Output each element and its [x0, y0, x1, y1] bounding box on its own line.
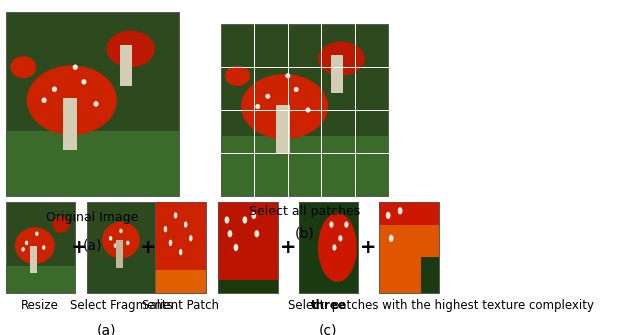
Ellipse shape: [52, 216, 70, 233]
Ellipse shape: [388, 234, 394, 242]
Bar: [156, 270, 206, 293]
Ellipse shape: [35, 231, 38, 236]
Bar: [221, 24, 388, 196]
Ellipse shape: [109, 236, 113, 241]
Ellipse shape: [225, 216, 229, 224]
Ellipse shape: [332, 244, 337, 251]
Bar: [120, 45, 132, 85]
Ellipse shape: [184, 221, 188, 228]
Ellipse shape: [169, 240, 172, 246]
Ellipse shape: [25, 241, 28, 245]
Bar: [380, 202, 439, 293]
Ellipse shape: [228, 230, 232, 238]
Ellipse shape: [234, 244, 238, 251]
Bar: [276, 105, 289, 153]
Ellipse shape: [318, 213, 357, 282]
Bar: [218, 202, 278, 293]
Text: (a): (a): [96, 324, 116, 335]
Bar: [221, 24, 388, 196]
Bar: [116, 240, 123, 268]
Ellipse shape: [10, 56, 36, 78]
Ellipse shape: [42, 245, 45, 250]
Bar: [299, 202, 358, 293]
Bar: [30, 246, 37, 273]
Ellipse shape: [93, 101, 99, 107]
Bar: [299, 202, 358, 293]
Bar: [380, 202, 439, 293]
Text: Resize: Resize: [21, 299, 60, 313]
Bar: [6, 12, 179, 196]
Ellipse shape: [189, 235, 193, 242]
Bar: [156, 202, 206, 293]
Bar: [6, 202, 75, 293]
Ellipse shape: [64, 105, 69, 110]
Ellipse shape: [73, 64, 78, 70]
Text: Salient Patch: Salient Patch: [142, 299, 219, 313]
Bar: [221, 136, 388, 196]
Ellipse shape: [318, 42, 365, 76]
Bar: [218, 202, 278, 293]
Ellipse shape: [285, 73, 291, 78]
Ellipse shape: [27, 65, 117, 135]
Text: patches with the highest texture complexity: patches with the highest texture complex…: [328, 299, 595, 313]
Text: +: +: [280, 238, 296, 257]
Bar: [86, 202, 156, 293]
Text: Original Image: Original Image: [46, 211, 139, 224]
Ellipse shape: [106, 30, 155, 67]
Ellipse shape: [225, 66, 250, 86]
Ellipse shape: [81, 79, 86, 85]
Ellipse shape: [119, 229, 123, 233]
Bar: [6, 131, 179, 196]
Text: three: three: [310, 299, 346, 313]
Ellipse shape: [339, 235, 342, 242]
Ellipse shape: [114, 243, 117, 248]
Ellipse shape: [255, 104, 260, 109]
Ellipse shape: [252, 212, 256, 219]
Ellipse shape: [42, 97, 47, 103]
Ellipse shape: [52, 86, 57, 92]
Ellipse shape: [277, 111, 282, 116]
Bar: [6, 266, 75, 293]
Ellipse shape: [305, 108, 310, 113]
Bar: [86, 261, 156, 293]
Ellipse shape: [179, 249, 182, 255]
Text: Select Fragments: Select Fragments: [70, 299, 172, 313]
Ellipse shape: [255, 230, 259, 238]
Ellipse shape: [265, 94, 270, 99]
Text: +: +: [360, 238, 377, 257]
Ellipse shape: [386, 212, 390, 219]
Ellipse shape: [241, 74, 328, 139]
Text: Select all patches: Select all patches: [249, 205, 360, 218]
Bar: [380, 202, 439, 293]
Text: (a): (a): [83, 238, 102, 252]
Bar: [299, 202, 358, 293]
Bar: [86, 202, 156, 293]
Bar: [218, 279, 278, 293]
Bar: [6, 12, 179, 196]
Text: +: +: [70, 238, 87, 257]
Bar: [63, 98, 77, 150]
Ellipse shape: [15, 227, 55, 264]
Ellipse shape: [243, 216, 247, 224]
Text: (c): (c): [319, 324, 338, 335]
Ellipse shape: [126, 241, 129, 245]
Bar: [380, 202, 439, 224]
Ellipse shape: [294, 87, 299, 92]
Ellipse shape: [21, 247, 25, 252]
Bar: [332, 55, 343, 93]
Text: Select: Select: [289, 299, 328, 313]
Ellipse shape: [344, 221, 348, 228]
Text: +: +: [140, 238, 156, 257]
Ellipse shape: [330, 221, 333, 228]
Bar: [156, 202, 206, 293]
Ellipse shape: [164, 226, 167, 232]
Bar: [6, 202, 75, 293]
Ellipse shape: [174, 212, 177, 219]
Bar: [218, 202, 278, 293]
Bar: [156, 202, 206, 293]
Ellipse shape: [102, 222, 140, 259]
Bar: [421, 257, 439, 293]
Ellipse shape: [397, 207, 403, 214]
Text: (b): (b): [294, 226, 314, 240]
